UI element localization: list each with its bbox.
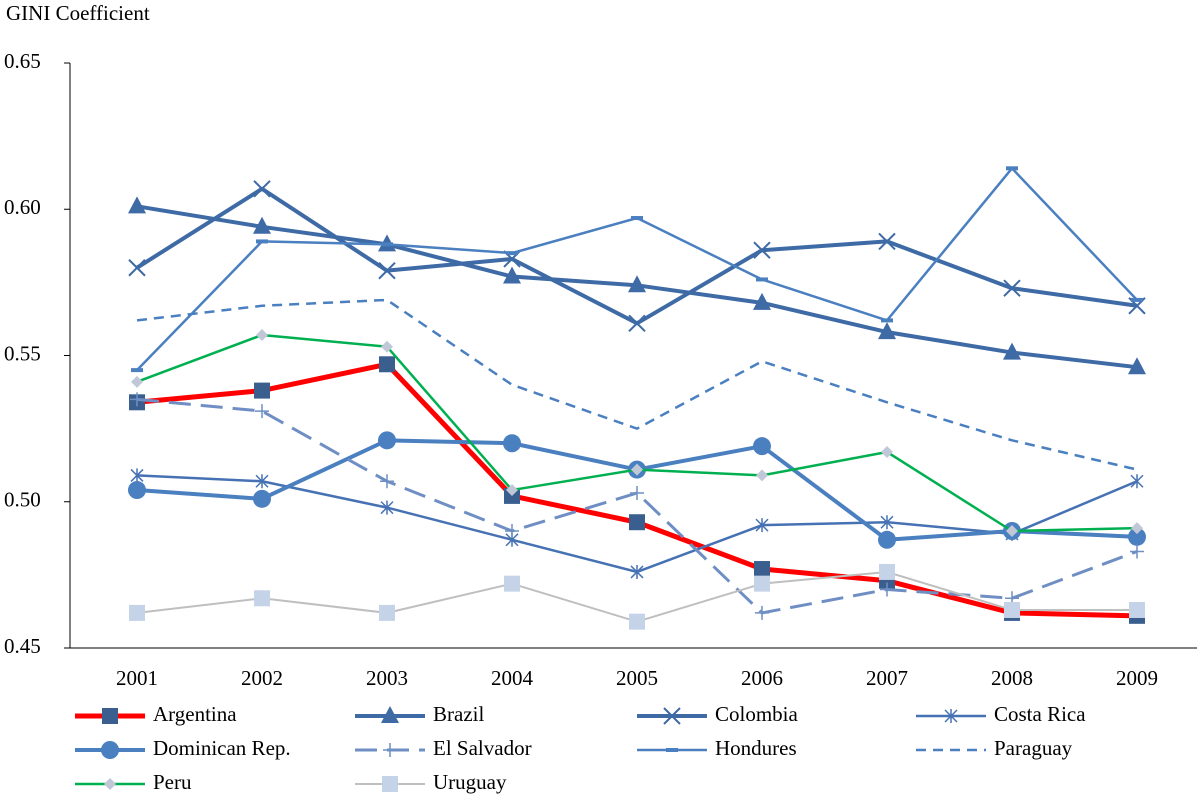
marker [880, 515, 894, 530]
marker [254, 382, 270, 399]
marker [753, 241, 771, 259]
x-tick-label: 2005 [616, 666, 658, 690]
marker [754, 575, 770, 592]
marker [505, 524, 519, 538]
x-tick-label: 2009 [1116, 666, 1158, 690]
marker [630, 485, 644, 500]
series-line [136, 333, 1138, 533]
y-tick-label: 0.60 [4, 195, 41, 219]
marker [756, 469, 768, 482]
legend-label: Costa Rica [994, 702, 1086, 726]
legend-label: Brazil [433, 702, 484, 726]
marker [378, 431, 396, 450]
marker [630, 564, 644, 579]
marker [504, 575, 520, 592]
legend-label: Hondures [715, 736, 797, 760]
series-line [136, 397, 1138, 615]
marker [1130, 474, 1144, 489]
y-tick-label: 0.45 [4, 634, 41, 658]
legend-label: Uruguay [433, 770, 507, 794]
marker [753, 292, 771, 310]
marker [878, 530, 896, 549]
marker [503, 266, 521, 284]
marker [256, 329, 268, 342]
series-line [136, 298, 1138, 471]
legend-label: Argentina [153, 702, 237, 726]
marker [101, 741, 119, 759]
marker [255, 474, 269, 489]
y-tick-label: 0.50 [4, 488, 41, 512]
x-tick-label: 2007 [866, 666, 908, 690]
marker [380, 474, 394, 489]
legend-label: Peru [153, 770, 192, 794]
marker [754, 561, 770, 578]
x-tick-label: 2003 [366, 666, 408, 690]
x-tick-label: 2008 [991, 666, 1033, 690]
marker [1129, 601, 1145, 618]
marker [1006, 525, 1018, 537]
marker [128, 196, 146, 214]
marker [128, 481, 146, 500]
x-tick-label: 2002 [241, 666, 283, 690]
marker [129, 604, 145, 621]
marker [503, 434, 521, 453]
marker [628, 314, 646, 333]
marker [629, 514, 645, 531]
marker [379, 356, 395, 373]
marker [379, 604, 395, 621]
legend-label: Colombia [715, 702, 799, 726]
marker [663, 707, 681, 725]
marker [102, 708, 118, 724]
marker [104, 778, 116, 790]
marker [1128, 527, 1146, 546]
legend-label: Paraguay [994, 736, 1073, 760]
marker [880, 582, 894, 597]
marker [255, 404, 269, 419]
marker [878, 322, 896, 340]
marker [254, 590, 270, 607]
marker [631, 463, 643, 476]
marker [1131, 522, 1143, 535]
marker [253, 489, 271, 508]
marker [753, 437, 771, 456]
marker [1004, 601, 1020, 618]
legend-label: El Salvador [433, 736, 532, 760]
marker [381, 340, 393, 353]
marker [383, 743, 397, 757]
marker [253, 180, 271, 198]
marker [506, 484, 518, 497]
x-tick-label: 2006 [741, 666, 783, 690]
marker [629, 613, 645, 630]
marker [878, 232, 896, 251]
legend-label: Dominican Rep. [153, 736, 291, 760]
series-line [135, 186, 1138, 326]
marker [382, 776, 398, 792]
marker [378, 261, 396, 280]
y-axis-title: GINI Coefficient [6, 1, 150, 25]
marker [380, 500, 394, 515]
marker [381, 706, 399, 723]
y-tick-label: 0.65 [4, 49, 41, 73]
marker [128, 259, 146, 277]
marker [131, 375, 143, 388]
marker [755, 518, 769, 533]
x-tick-label: 2004 [491, 666, 534, 690]
marker [130, 468, 144, 483]
marker [1130, 544, 1144, 559]
marker [628, 275, 646, 293]
marker [253, 216, 271, 234]
marker [1003, 342, 1021, 360]
x-tick-label: 2001 [116, 666, 158, 690]
marker [881, 446, 893, 459]
marker [755, 605, 769, 620]
marker [130, 392, 144, 407]
series-line [136, 167, 1138, 371]
marker [944, 709, 958, 723]
marker [879, 563, 895, 580]
marker [1003, 279, 1021, 297]
marker [1128, 357, 1146, 375]
y-tick-label: 0.55 [4, 341, 41, 365]
